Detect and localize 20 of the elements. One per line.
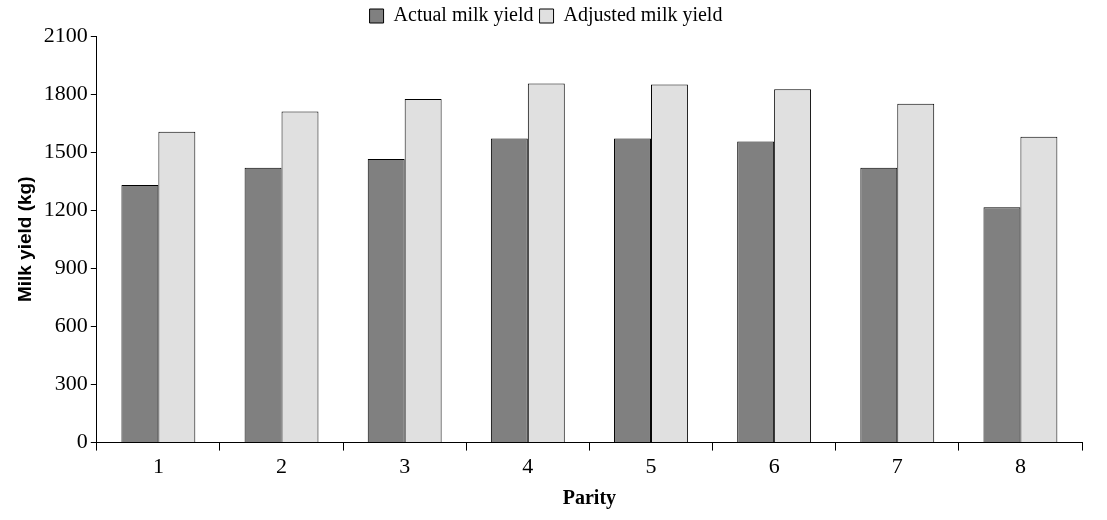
x-tick-label: 7 (891, 452, 903, 478)
x-axis-title: Parity (562, 486, 617, 510)
y-axis-title: Milk yield (kg) (13, 176, 35, 303)
legend-label: Actual milk yield (393, 3, 534, 27)
y-tick-label: 300 (54, 370, 88, 396)
legend-label: Adjusted milk yield (563, 3, 723, 27)
x-tick-label: 5 (645, 452, 657, 478)
y-tick-label: 2100 (43, 21, 88, 47)
x-tick-label: 3 (399, 452, 411, 478)
y-tick-label: 1500 (43, 137, 88, 163)
y-tick-label: 1800 (43, 79, 88, 105)
x-tick-label: 4 (522, 452, 534, 478)
y-tick-label: 600 (54, 312, 88, 338)
x-tick-label: 6 (768, 452, 780, 478)
y-tick-label: 0 (76, 428, 88, 454)
x-tick-label: 1 (152, 452, 164, 478)
y-tick-label: 900 (54, 254, 88, 280)
x-tick-label: 2 (276, 452, 288, 478)
x-tick-label: 8 (1014, 452, 1026, 478)
y-tick-label: 1200 (43, 196, 88, 222)
